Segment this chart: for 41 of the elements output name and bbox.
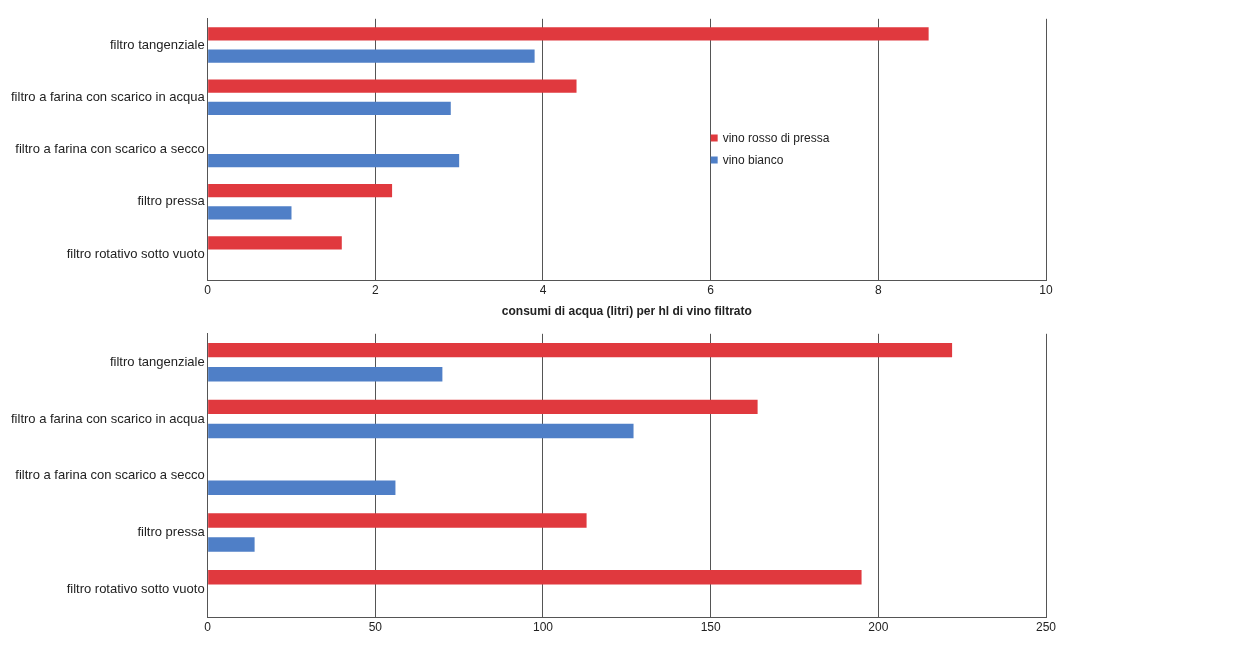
- bar: [208, 236, 342, 250]
- legend-label: vino rosso di pressa: [722, 130, 830, 145]
- x-tick-label: 0: [204, 282, 212, 297]
- x-tick-label: 100: [532, 620, 554, 635]
- x-tick-label: 250: [1035, 620, 1057, 635]
- bar: [208, 537, 255, 552]
- bar: [208, 27, 929, 41]
- x-tick-label: 200: [868, 620, 889, 635]
- bar: [208, 184, 393, 198]
- y-tick-label: filtro tangenziale: [109, 353, 205, 369]
- x-axis-title: consumi di acqua (litri) per hl di vino filtrato: [501, 304, 752, 319]
- legend-label: vino bianco: [722, 152, 784, 167]
- bar: [208, 423, 634, 439]
- x-tick-label: 2: [371, 282, 379, 297]
- bar: [208, 206, 292, 220]
- y-tick-label: filtro rotativo sotto vuoto: [66, 245, 205, 261]
- bar: [208, 79, 577, 93]
- y-tick-label: filtro rotativo sotto vuoto: [66, 580, 205, 596]
- y-tick-label: filtro pressa: [137, 193, 206, 209]
- bar: [208, 153, 460, 168]
- x-tick-label: 6: [707, 282, 715, 297]
- x-tick-label: 10: [1039, 282, 1053, 297]
- bar: [208, 367, 443, 382]
- x-tick-label: 4: [539, 282, 547, 297]
- x-tick-label: 150: [700, 620, 721, 635]
- y-tick-label: filtro a farina con scarico in acqua: [11, 410, 206, 426]
- x-tick-label: 8: [874, 282, 882, 297]
- bar: [208, 342, 953, 358]
- bar: [208, 101, 451, 115]
- y-tick-label: filtro a farina con scarico a secco: [15, 141, 205, 157]
- y-tick-label: filtro tangenziale: [109, 36, 205, 52]
- y-tick-label: filtro pressa: [137, 524, 206, 540]
- y-tick-label: filtro a farina con scarico a secco: [15, 467, 205, 483]
- bar: [208, 399, 758, 415]
- bar: [208, 49, 535, 63]
- x-tick-label: 0: [204, 620, 212, 635]
- x-tick-label: 50: [368, 620, 383, 635]
- bar: [208, 480, 396, 495]
- bar: [208, 569, 862, 585]
- y-tick-label: filtro a farina con scarico in acqua: [11, 88, 206, 104]
- bar: [208, 513, 587, 528]
